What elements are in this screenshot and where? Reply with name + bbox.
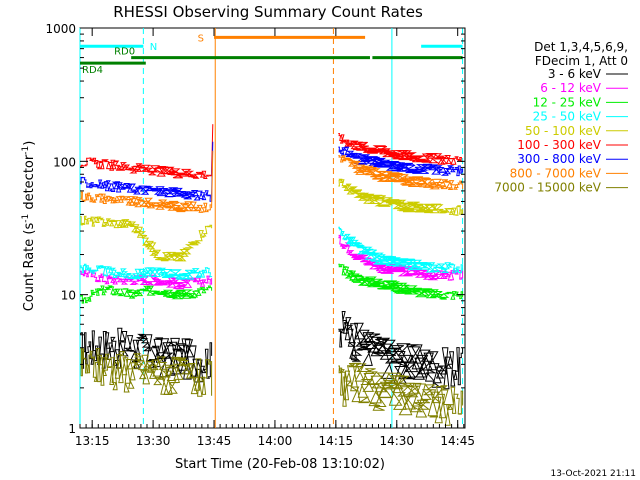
legend-header-2: FDecim 1, Att 0	[535, 54, 628, 68]
series-line-3-6-kev-seg2	[338, 311, 464, 390]
series-line-100-300-kev-seg1	[80, 124, 214, 179]
plot-area: N RD0 RD4 S 13:15 13:30 13:45 14:00 14:15 14:30 14…	[45, 22, 475, 448]
footer-timestamp: 13-Oct-2021 21:11	[551, 469, 636, 479]
legend-label-12-25-kev: 12 - 25 keV	[533, 95, 602, 109]
chart-title: RHESSI Observing Summary Count Rates	[113, 3, 423, 21]
x-tick-label: 14:30	[379, 434, 414, 448]
legend-label-50-100-kev: 50 - 100 keV	[525, 124, 602, 138]
y-tick-label: 10	[61, 289, 76, 303]
series-line-25-50-kev-seg2	[338, 226, 464, 274]
legend: Det 1,3,4,5,6,9, FDecim 1, Att 0 3 - 6 k…	[494, 40, 628, 195]
orbit-bar-label-rd4: RD4	[82, 65, 103, 76]
x-tick-label: 13:15	[75, 434, 110, 448]
legend-label-3-6-kev: 3 - 6 keV	[548, 67, 602, 81]
x-tick-label: 14:15	[319, 434, 354, 448]
x-tick-label: 14:45	[440, 434, 475, 448]
y-tick-label: 100	[53, 155, 76, 169]
legend-label-25-50-kev: 25 - 50 keV	[533, 110, 602, 124]
series-line-300-800-kev-seg1	[80, 141, 214, 202]
x-tick-label: 14:00	[258, 434, 293, 448]
series-line-50-100-kev-seg1	[80, 215, 213, 262]
legend-header-1: Det 1,3,4,5,6,9,	[534, 40, 628, 54]
orbit-bar-label-s: S	[198, 33, 204, 44]
y-tick-label: 1000	[45, 22, 76, 36]
y-axis-label: Count Rate (s-1 detector-1)	[21, 141, 37, 312]
legend-label-300-800-kev: 300 - 800 keV	[517, 152, 601, 166]
series-line-12-25-kev-seg2	[338, 263, 464, 300]
y-tick-label: 1	[68, 422, 76, 436]
series-line-3-6-kev-seg1	[80, 327, 213, 383]
series-line-7000-15000-kev-seg2	[338, 362, 464, 426]
series-line-50-100-kev-seg2	[338, 178, 464, 216]
orbit-bar-label-n: N	[150, 42, 157, 53]
series-line-6-12-kev-seg1	[80, 269, 213, 290]
series-line-300-800-kev-seg2	[338, 146, 464, 177]
series-line-100-300-kev-seg2	[338, 133, 464, 165]
series-line-12-25-kev-seg1	[80, 285, 213, 304]
series-line-7000-15000-kev-seg1	[80, 347, 213, 397]
legend-label-6-12-kev: 6 - 12 keV	[540, 81, 602, 95]
legend-label-800-7000-kev: 800 - 7000 keV	[510, 166, 602, 180]
series-line-25-50-kev-seg1	[80, 263, 213, 280]
x-tick-label: 13:30	[136, 434, 171, 448]
legend-label-100-300-kev: 100 - 300 keV	[517, 138, 601, 152]
x-tick-label: 13:45	[197, 434, 232, 448]
orbit-bar-label-rd0: RD0	[114, 47, 135, 58]
series-line-800-7000-kev-seg2	[338, 155, 464, 190]
series-line-800-7000-kev-seg1	[80, 150, 214, 213]
x-axis-label: Start Time (20-Feb-08 13:10:02)	[175, 457, 385, 472]
legend-label-7000-15000-kev: 7000 - 15000 keV	[494, 181, 601, 195]
